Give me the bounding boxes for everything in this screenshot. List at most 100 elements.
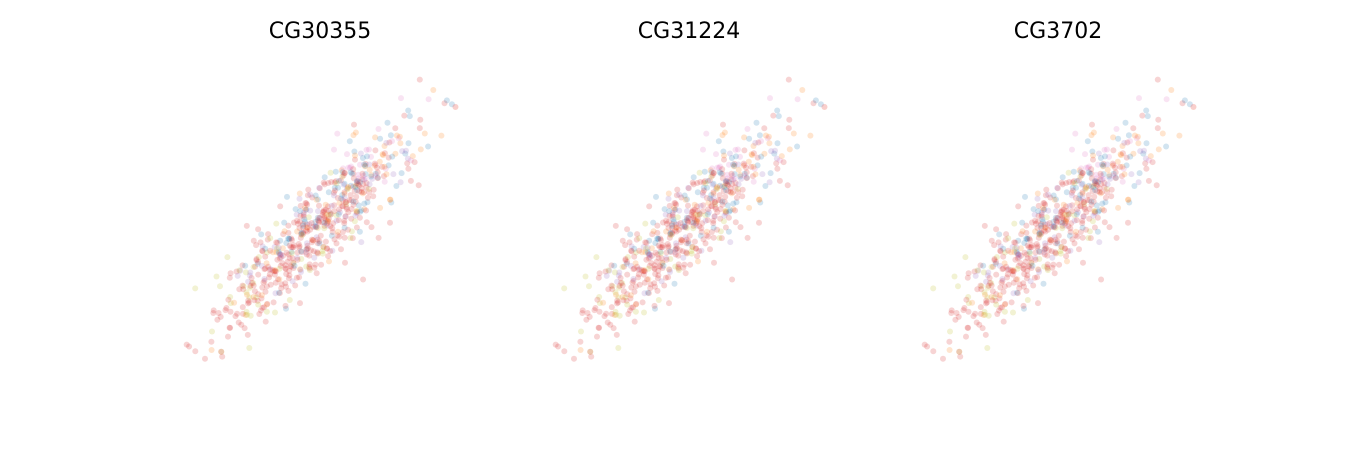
scatter-point — [775, 113, 782, 120]
scatter-point — [725, 188, 732, 195]
scatter-point — [236, 286, 243, 293]
scatter-point — [1101, 146, 1108, 153]
scatter-point — [924, 343, 931, 350]
scatter-point — [325, 180, 332, 186]
scatter-point — [586, 283, 592, 290]
scatter-point — [1100, 162, 1107, 169]
scatter-point — [1023, 275, 1030, 282]
scatter-point — [346, 197, 353, 203]
scatter-point — [600, 299, 607, 306]
scatter-point — [659, 259, 666, 266]
scatter-point — [357, 208, 364, 215]
scatter-point — [596, 308, 603, 315]
scatter-point — [710, 220, 717, 227]
scatter-point — [312, 223, 319, 230]
scatter-point — [671, 249, 678, 256]
scatter-point — [276, 255, 283, 262]
scatter-point — [996, 292, 1003, 299]
scatter-point — [363, 207, 370, 214]
scatter-point — [253, 256, 260, 262]
scatter-point — [725, 182, 731, 189]
scatter-point — [636, 235, 643, 242]
scatter-point — [267, 281, 274, 288]
scatter-point — [678, 237, 685, 244]
scatter-point — [744, 126, 751, 132]
scatter-plot — [921, 76, 1197, 362]
scatter-point — [259, 247, 266, 254]
scatter-point — [350, 198, 357, 205]
scatter-point — [305, 245, 311, 252]
scatter-point — [279, 245, 286, 252]
scatter-point — [292, 206, 299, 213]
scatter-point — [361, 161, 368, 168]
scatter-point — [218, 348, 225, 355]
scatter-point — [754, 154, 761, 161]
scatter-point — [710, 180, 717, 187]
scatter-point — [1079, 234, 1086, 241]
scatter-point — [355, 171, 362, 178]
scatter-point — [231, 299, 238, 306]
scatter-point — [977, 262, 984, 269]
scatter-point — [1147, 153, 1154, 160]
scatter-point — [1054, 215, 1061, 222]
scatter-point — [286, 297, 293, 303]
scatter-point — [270, 299, 277, 306]
scatter-point — [668, 232, 674, 239]
scatter-point — [227, 324, 234, 331]
scatter-point — [690, 225, 697, 232]
scatter-point — [1062, 218, 1069, 225]
scatter-point — [380, 173, 387, 180]
scatter-point — [663, 249, 670, 256]
scatter-point — [681, 222, 688, 229]
scatter-point — [586, 313, 593, 320]
scatter-point — [723, 180, 729, 187]
scatter-point — [739, 193, 746, 200]
scatter-point — [340, 203, 346, 210]
scatter-point — [677, 236, 684, 243]
scatter-point — [1017, 245, 1024, 252]
scatter-point — [334, 130, 341, 137]
scatter-point — [1011, 239, 1018, 246]
scatter-point — [1065, 210, 1072, 217]
scatter-point — [1050, 192, 1057, 199]
scatter-point — [321, 222, 328, 229]
scatter-point — [739, 186, 746, 193]
scatter-point — [1005, 247, 1012, 254]
scatter-point — [709, 172, 716, 179]
scatter-point — [1078, 165, 1085, 172]
scatter-point — [692, 245, 699, 252]
scatter-point — [1042, 192, 1049, 199]
scatter-point — [247, 312, 254, 319]
scatter-point — [328, 211, 335, 217]
scatter-point — [294, 217, 301, 224]
scatter-point — [210, 307, 217, 314]
scatter-point — [1050, 261, 1057, 268]
scatter-point — [708, 197, 715, 204]
scatter-point — [357, 150, 364, 157]
scatter-point — [328, 202, 335, 209]
scatter-point — [332, 187, 338, 194]
scatter-point — [339, 203, 346, 209]
scatter-point — [266, 274, 273, 281]
scatter-point — [1046, 247, 1052, 254]
scatter-point — [1130, 150, 1137, 157]
scatter-point — [331, 184, 338, 191]
scatter-point — [1051, 196, 1058, 203]
scatter-point — [1005, 266, 1012, 273]
scatter-point — [319, 248, 326, 255]
scatter-point — [218, 348, 225, 355]
scatter-point — [1154, 76, 1161, 83]
scatter-point — [641, 290, 648, 297]
scatter-point — [1125, 196, 1131, 203]
scatter-point — [749, 152, 756, 159]
scatter-point — [223, 305, 230, 311]
scatter-point — [285, 275, 292, 282]
scatter-point — [656, 263, 663, 269]
scatter-point — [1029, 262, 1036, 269]
scatter-point — [266, 266, 273, 273]
scatter-point — [683, 250, 690, 257]
scatter-point — [631, 288, 638, 295]
scatter-point — [306, 221, 313, 228]
scatter-point — [1024, 236, 1031, 242]
scatter-point — [283, 249, 290, 256]
